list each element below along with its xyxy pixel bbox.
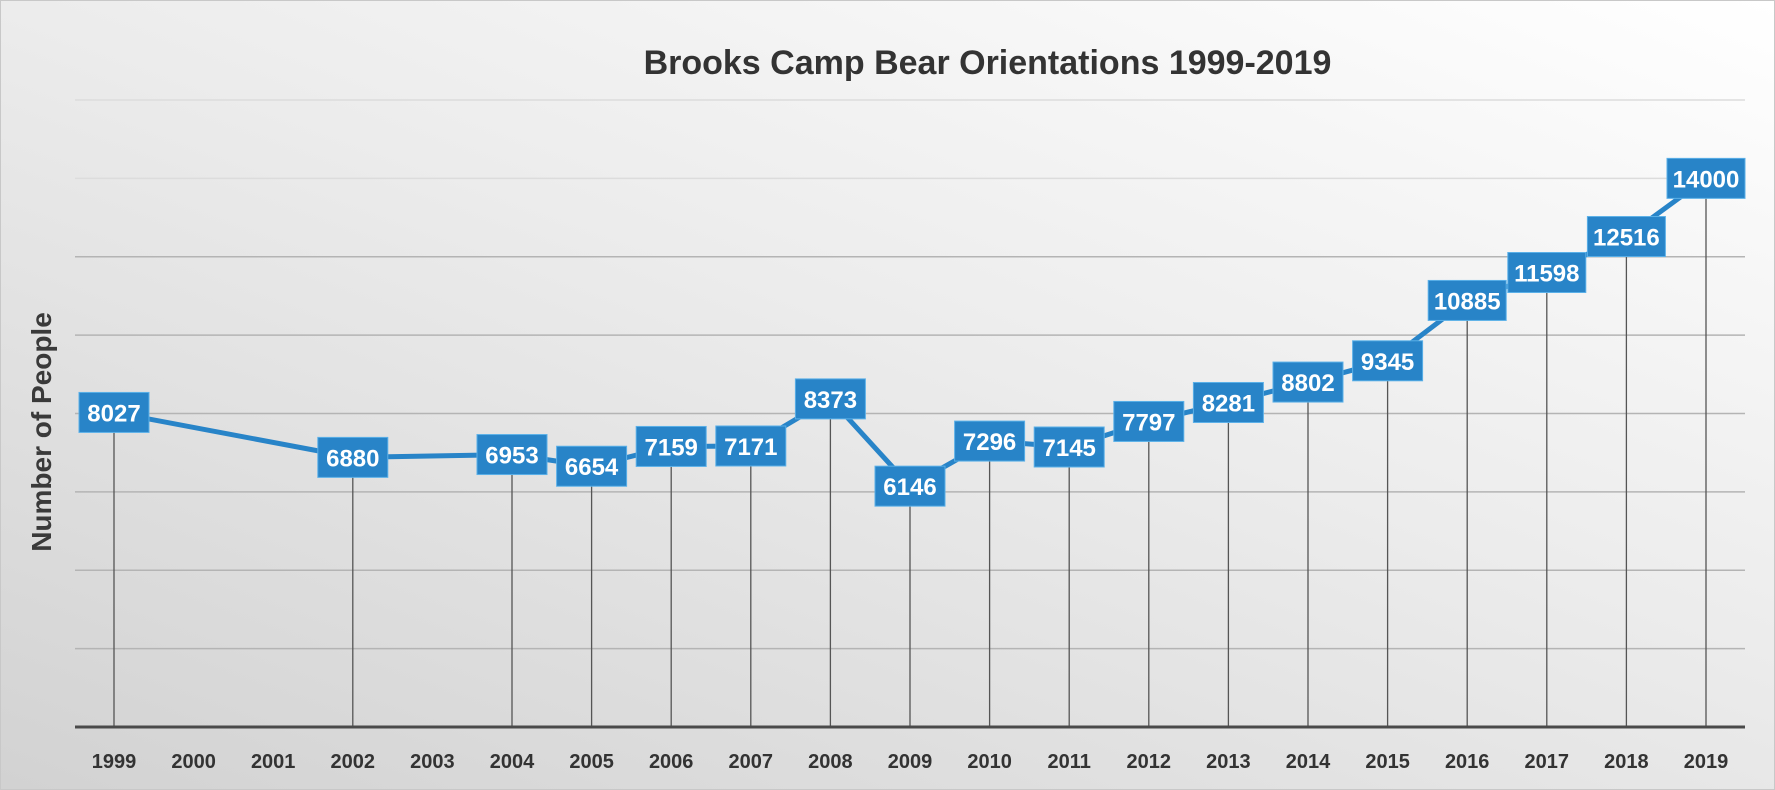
data-label-box (1352, 340, 1424, 382)
data-label-box (1666, 157, 1746, 199)
data-label-box (874, 465, 946, 507)
x-tick-label: 2015 (1365, 751, 1410, 773)
data-label-box (1586, 216, 1666, 258)
x-tick-label: 1999 (92, 751, 137, 773)
x-tick-label: 2001 (251, 751, 296, 773)
data-label: 8373 (804, 387, 857, 414)
data-label-box (1033, 426, 1105, 468)
data-label: 6146 (883, 474, 936, 501)
x-tick-label: 2004 (490, 751, 535, 773)
x-tick-label: 2008 (808, 751, 853, 773)
data-label-box (635, 425, 707, 467)
data-label: 14000 (1673, 166, 1740, 193)
x-tick-label: 2002 (331, 751, 376, 773)
x-tick-label: 2014 (1286, 751, 1331, 773)
data-label: 10885 (1434, 288, 1501, 315)
x-tick-label: 2003 (410, 751, 455, 773)
data-label: 8027 (87, 400, 140, 427)
data-label-box (317, 436, 389, 478)
data-label-box (556, 445, 628, 487)
data-label-box (1507, 252, 1587, 294)
data-label-box (1272, 361, 1344, 403)
x-tick-label: 2005 (569, 751, 614, 773)
data-label-box (1192, 381, 1264, 423)
data-label: 7296 (963, 429, 1016, 456)
data-label-box (794, 378, 866, 420)
data-label: 6654 (565, 454, 619, 481)
data-label: 8281 (1202, 390, 1255, 417)
x-tick-label: 2007 (729, 751, 774, 773)
data-label-box (715, 425, 787, 467)
x-tick-label: 2017 (1525, 751, 1570, 773)
chart-title: Brooks Camp Bear Orientations 1999-2019 (643, 44, 1332, 82)
x-tick-label: 2006 (649, 751, 694, 773)
x-tick-label: 2016 (1445, 751, 1490, 773)
x-tick-label: 2012 (1127, 751, 1172, 773)
x-tick-label: 2009 (888, 751, 933, 773)
data-label-box (78, 391, 150, 433)
data-label: 9345 (1361, 349, 1414, 376)
data-label: 7159 (645, 434, 698, 461)
x-tick-label: 2018 (1604, 751, 1649, 773)
data-label: 6880 (326, 445, 379, 472)
data-label-box (476, 434, 548, 476)
x-tick-label: 2000 (171, 751, 216, 773)
x-tick-label: 2019 (1684, 751, 1729, 773)
x-tick-label: 2010 (967, 751, 1012, 773)
data-label: 7797 (1122, 409, 1175, 436)
data-label: 7145 (1043, 435, 1096, 462)
data-label-box (1113, 400, 1185, 442)
data-label: 11598 (1514, 261, 1579, 288)
data-label: 6953 (485, 443, 538, 470)
data-label: 12516 (1593, 225, 1660, 252)
data-label-box (954, 420, 1026, 462)
data-label: 8802 (1281, 370, 1334, 397)
data-label-box (1427, 279, 1507, 321)
x-tick-label: 2011 (1048, 751, 1091, 773)
x-tick-label: 2013 (1206, 751, 1251, 773)
data-label: 7171 (724, 434, 777, 461)
